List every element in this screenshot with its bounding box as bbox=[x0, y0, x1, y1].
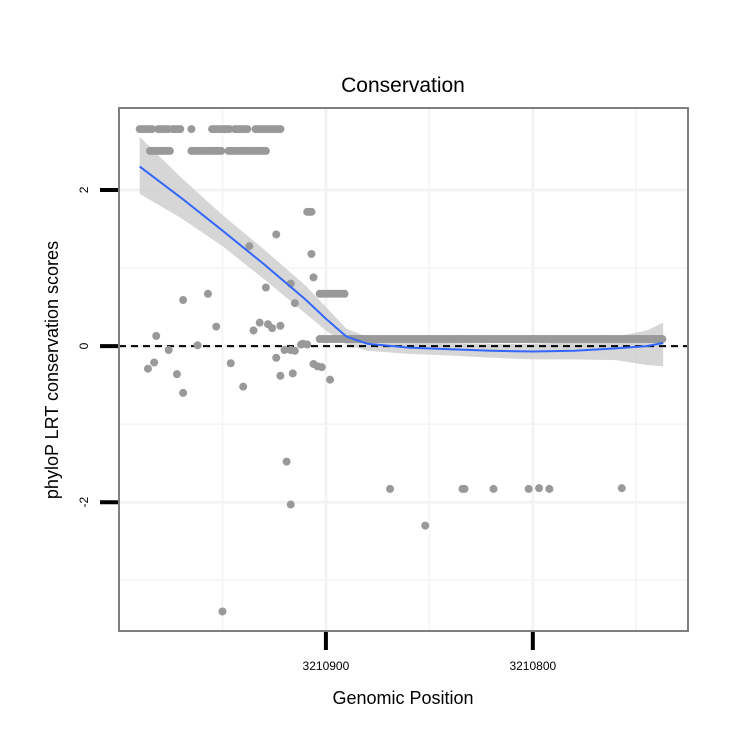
data-point bbox=[164, 345, 173, 354]
y-tick-label: 0 bbox=[77, 342, 91, 349]
data-point bbox=[276, 371, 285, 380]
y-tick-label: 2 bbox=[77, 186, 91, 193]
smooth-line bbox=[139, 165, 664, 353]
data-point bbox=[460, 484, 469, 493]
smooth-curve-layer bbox=[139, 165, 664, 353]
data-point bbox=[340, 289, 349, 298]
data-point bbox=[303, 340, 312, 349]
data-point bbox=[307, 249, 316, 258]
data-point bbox=[165, 146, 174, 155]
axes: 2 0 -2 3210900 3210800 bbox=[77, 186, 557, 673]
data-point bbox=[286, 500, 295, 509]
data-point bbox=[326, 375, 335, 384]
y-axis-title: phyloP LRT conservation scores bbox=[42, 241, 62, 499]
data-point bbox=[143, 364, 152, 373]
data-point bbox=[255, 318, 264, 327]
data-point bbox=[421, 521, 430, 530]
panel-background bbox=[119, 108, 688, 631]
data-point bbox=[268, 324, 277, 333]
plot-panel bbox=[118, 107, 689, 632]
data-point bbox=[386, 484, 395, 493]
data-point bbox=[239, 382, 248, 391]
data-point bbox=[172, 370, 181, 379]
data-point bbox=[297, 340, 306, 349]
data-point bbox=[286, 345, 295, 354]
data-point bbox=[309, 273, 318, 282]
data-point bbox=[535, 484, 544, 493]
chart-title: Conservation bbox=[341, 74, 465, 97]
data-point bbox=[261, 146, 270, 155]
data-point bbox=[187, 125, 196, 134]
data-point bbox=[288, 369, 297, 378]
data-point bbox=[245, 242, 254, 251]
data-point bbox=[243, 125, 252, 134]
data-point bbox=[203, 289, 212, 298]
data-point bbox=[218, 607, 227, 616]
data-point bbox=[193, 341, 202, 350]
data-point bbox=[276, 125, 285, 134]
panel-border bbox=[118, 107, 689, 632]
data-point bbox=[249, 326, 258, 335]
data-point bbox=[290, 299, 299, 308]
data-point bbox=[226, 359, 235, 368]
data-point bbox=[489, 484, 498, 493]
x-axis-title: Genomic Position bbox=[332, 688, 473, 708]
y-tick-label: -2 bbox=[77, 497, 91, 508]
data-point bbox=[280, 345, 289, 354]
x-tick-label: 3210900 bbox=[303, 659, 350, 673]
confidence-ribbon bbox=[139, 136, 664, 367]
data-point bbox=[317, 363, 326, 372]
data-points bbox=[135, 125, 667, 616]
data-point bbox=[658, 335, 667, 344]
data-point bbox=[272, 353, 281, 362]
data-point bbox=[150, 358, 159, 367]
data-point bbox=[179, 388, 188, 397]
data-point bbox=[617, 484, 626, 493]
data-point bbox=[524, 484, 533, 493]
data-point bbox=[212, 322, 221, 331]
data-point bbox=[282, 457, 291, 466]
x-tick-label: 3210800 bbox=[509, 659, 556, 673]
data-point bbox=[148, 125, 157, 134]
data-point bbox=[276, 321, 285, 330]
data-point bbox=[545, 484, 554, 493]
confidence-ribbon-layer bbox=[139, 136, 664, 367]
data-point bbox=[179, 296, 188, 305]
data-point bbox=[272, 230, 281, 239]
data-point bbox=[307, 207, 316, 216]
data-point bbox=[217, 146, 226, 155]
data-point bbox=[176, 125, 185, 134]
data-point bbox=[261, 283, 270, 292]
data-point bbox=[152, 331, 161, 340]
